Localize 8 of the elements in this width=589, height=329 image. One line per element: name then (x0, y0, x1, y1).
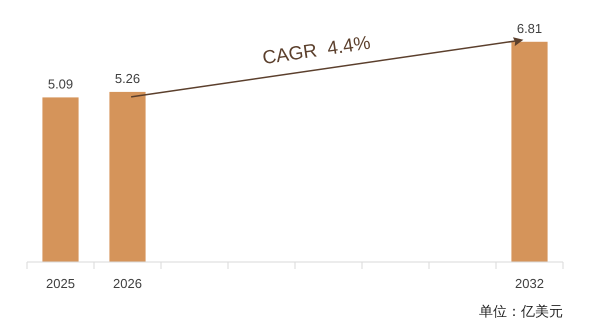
x-tick-label: 2032 (515, 276, 544, 291)
x-tick-label: 2026 (113, 276, 142, 291)
x-tick-label: 2025 (46, 276, 75, 291)
annotation: CAGR 4.4% (261, 32, 372, 70)
data-label: 6.81 (516, 20, 542, 36)
text: 单位：亿美元 (479, 304, 563, 320)
data-label: 5.09 (48, 76, 74, 92)
data-label: 5.26 (114, 70, 140, 86)
